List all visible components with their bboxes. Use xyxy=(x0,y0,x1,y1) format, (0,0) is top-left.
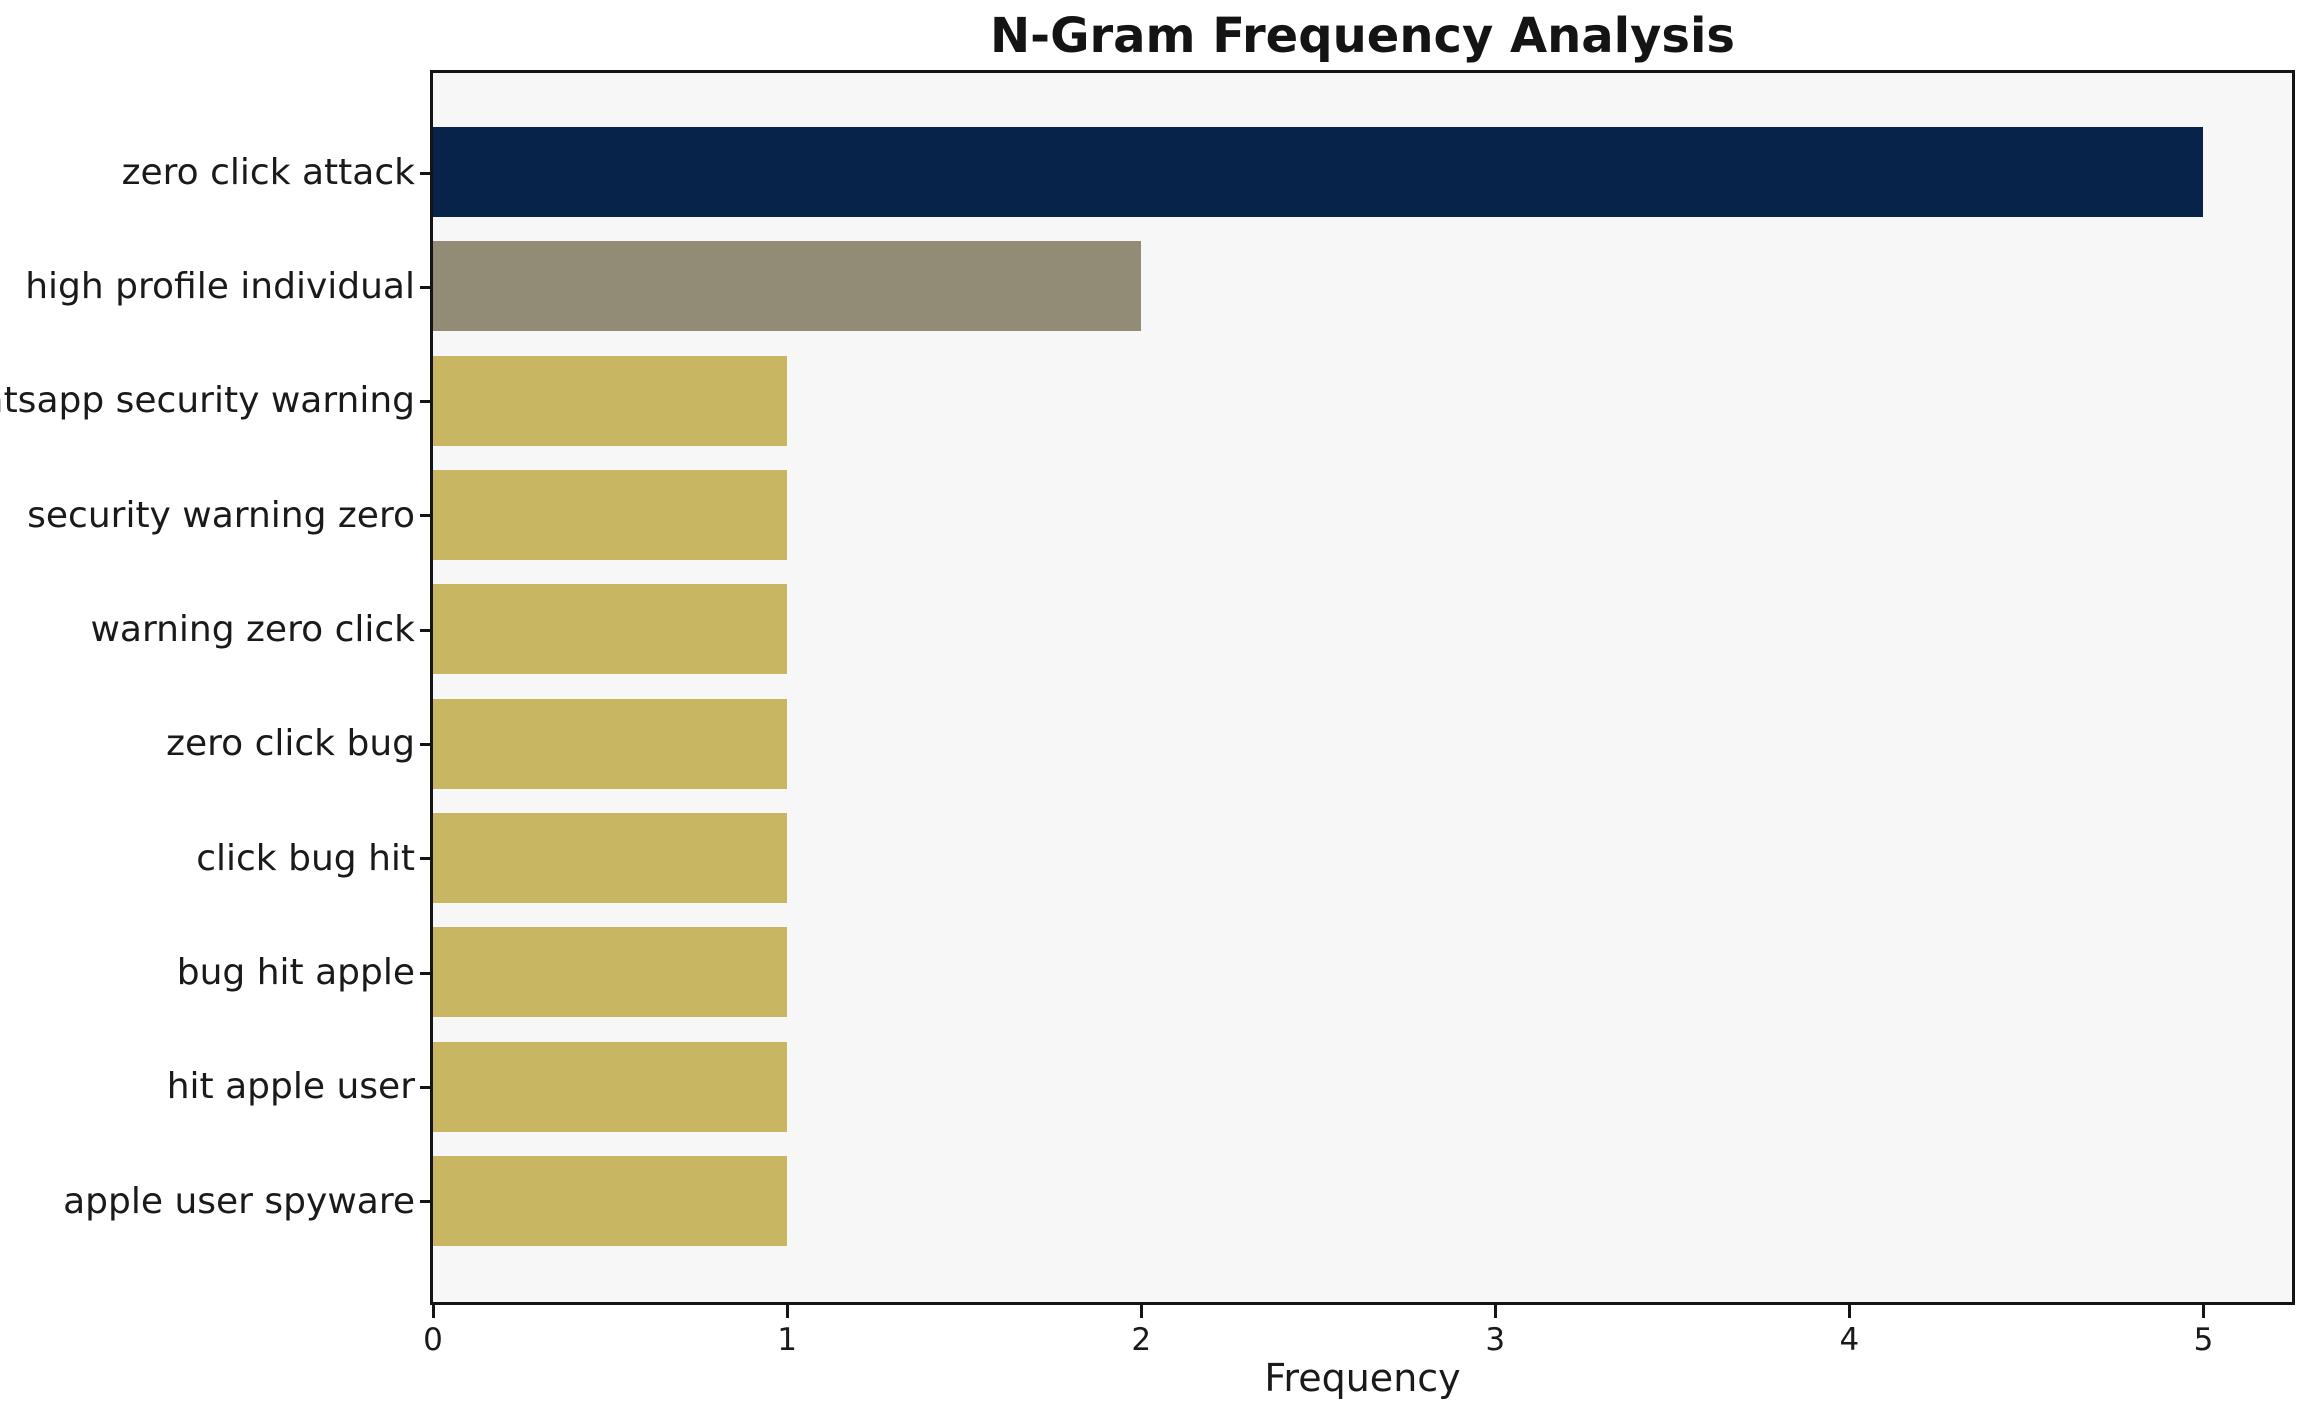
bar-row xyxy=(433,458,2292,572)
y-tick-label: security warning zero xyxy=(27,494,415,536)
y-tick-mark xyxy=(420,1086,433,1090)
bar-zero-click-bug xyxy=(433,698,788,789)
y-tick-mark xyxy=(420,514,433,518)
bar-warning-zero-click xyxy=(433,584,788,675)
bar-apple-user-spyware xyxy=(433,1156,788,1247)
y-tick-label: high profile individual xyxy=(25,265,415,307)
plot-area xyxy=(430,70,2295,1305)
y-tick-label: warning zero click xyxy=(90,608,415,650)
bar-row xyxy=(433,687,2292,801)
bar-row xyxy=(433,572,2292,686)
bar-zero-click-attack xyxy=(433,127,2204,218)
y-tick-label: bug hit apple xyxy=(176,951,415,993)
y-tick-mark xyxy=(420,628,433,632)
bar-row xyxy=(433,115,2292,229)
bar-security-warning-zero xyxy=(433,470,788,561)
x-tick-mark xyxy=(431,1305,435,1318)
x-tick-mark xyxy=(1139,1305,1143,1318)
y-tick-label: click bug hit xyxy=(196,837,415,879)
x-tick-mark xyxy=(2201,1305,2205,1318)
y-tick-label: zero click attack xyxy=(121,151,415,193)
bars-layer xyxy=(433,73,2292,1302)
x-tick-label: 4 xyxy=(1839,1322,1860,1358)
y-tick-mark xyxy=(420,400,433,404)
x-tick-label: 0 xyxy=(423,1322,443,1358)
y-tick-mark xyxy=(420,285,433,289)
bar-row xyxy=(433,1030,2292,1144)
x-tick-label: 3 xyxy=(1485,1322,1506,1358)
y-tick-mark xyxy=(420,171,433,175)
x-tick-label: 2 xyxy=(1131,1322,1152,1358)
x-tick-mark xyxy=(1847,1305,1851,1318)
x-axis-title: Frequency xyxy=(1264,1356,1461,1400)
y-tick-mark xyxy=(420,1200,433,1204)
bar-whatsapp-security-warning xyxy=(433,355,788,446)
x-tick-mark xyxy=(1493,1305,1497,1318)
bar-row xyxy=(433,801,2292,915)
y-tick-label: apple user spyware xyxy=(63,1180,415,1222)
bar-bug-hit-apple xyxy=(433,927,788,1018)
bar-hit-apple-user xyxy=(433,1041,788,1132)
y-axis-labels: zero click attack high profile individual… xyxy=(0,115,415,1258)
x-tick-mark xyxy=(785,1305,789,1318)
bar-row xyxy=(433,344,2292,458)
y-tick-label: whatsapp security warning xyxy=(0,380,415,422)
y-tick-mark xyxy=(420,857,433,861)
bar-click-bug-hit xyxy=(433,813,788,904)
y-tick-label: zero click bug xyxy=(166,723,415,765)
chart-title: N-Gram Frequency Analysis xyxy=(990,8,1735,64)
y-tick-mark xyxy=(420,971,433,975)
bar-high-profile-individual xyxy=(433,241,1142,332)
x-tick-label: 1 xyxy=(777,1322,797,1358)
x-tick-label: 5 xyxy=(2193,1322,2214,1358)
bar-row xyxy=(433,229,2292,343)
bar-row xyxy=(433,1144,2292,1258)
y-tick-label: hit apple user xyxy=(166,1066,415,1108)
y-tick-mark xyxy=(420,743,433,747)
bar-row xyxy=(433,915,2292,1029)
